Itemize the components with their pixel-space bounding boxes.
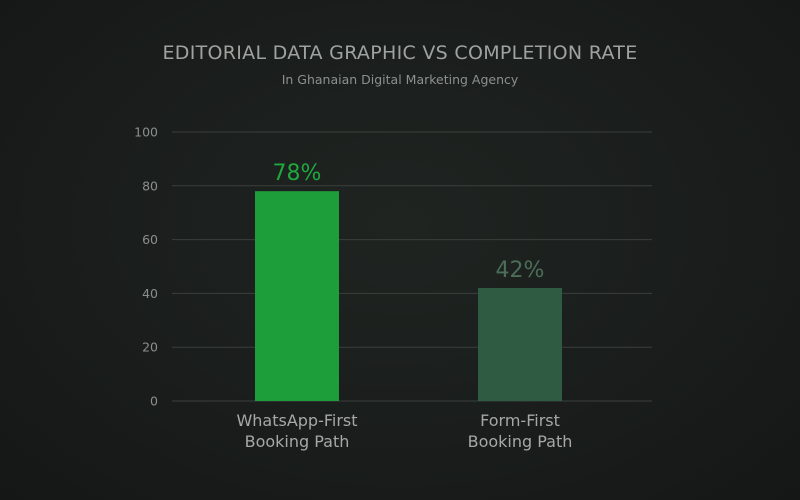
category-label-2-line-2: Booking Path xyxy=(468,432,573,451)
data-label-1: 78% xyxy=(273,161,322,186)
chart-title: EDITORIAL DATA GRAPHIC VS COMPLETION RAT… xyxy=(162,42,638,64)
y-tick-label-20: 20 xyxy=(142,340,158,355)
bar-1 xyxy=(255,191,339,401)
y-tick-label-100: 100 xyxy=(134,125,158,140)
y-tick-label-60: 60 xyxy=(142,232,158,247)
category-label-1-line-2: Booking Path xyxy=(245,432,350,451)
chart-subtitle: In Ghanaian Digital Marketing Agency xyxy=(281,72,519,87)
y-tick-label-0: 0 xyxy=(150,394,158,409)
category-label-1-line-1: WhatsApp-First xyxy=(236,411,357,430)
category-label-2-line-1: Form-First xyxy=(480,411,560,430)
y-tick-label-80: 80 xyxy=(142,178,158,193)
y-tick-label-40: 40 xyxy=(142,286,158,301)
bar-2 xyxy=(478,288,562,401)
data-label-2: 42% xyxy=(496,258,545,283)
